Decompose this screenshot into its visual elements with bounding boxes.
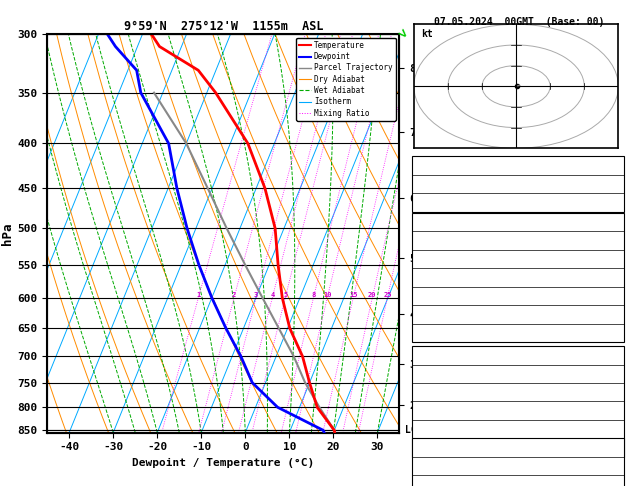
Text: 885: 885 (603, 369, 621, 379)
Text: 1: 1 (615, 406, 621, 416)
Text: 20: 20 (368, 292, 377, 298)
Text: Temp (°C): Temp (°C) (415, 236, 468, 245)
Text: 25: 25 (383, 292, 392, 298)
Text: EH: EH (415, 461, 427, 471)
Text: 2.84: 2.84 (598, 198, 621, 208)
Text: 2: 2 (232, 292, 236, 298)
Legend: Temperature, Dewpoint, Parcel Trajectory, Dry Adiabat, Wet Adiabat, Isotherm, Mi: Temperature, Dewpoint, Parcel Trajectory… (296, 38, 396, 121)
Text: Totals Totals: Totals Totals (415, 179, 491, 189)
Text: 347: 347 (603, 273, 621, 282)
Text: 4: 4 (270, 292, 274, 298)
Title: 9°59'N  275°12'W  1155m  ASL: 9°59'N 275°12'W 1155m ASL (123, 20, 323, 33)
Text: 15: 15 (349, 292, 357, 298)
Text: Most Unstable: Most Unstable (480, 350, 556, 360)
Text: 20.3: 20.3 (598, 236, 621, 245)
X-axis label: Dewpoint / Temperature (°C): Dewpoint / Temperature (°C) (132, 458, 314, 468)
Text: 4: 4 (615, 461, 621, 471)
Text: 1: 1 (196, 292, 201, 298)
Text: CAPE (J): CAPE (J) (415, 424, 462, 434)
Text: 40: 40 (609, 179, 621, 189)
Text: Hodograph: Hodograph (491, 443, 545, 452)
Text: © weatheronline.co.uk: © weatheronline.co.uk (465, 472, 569, 481)
Text: Lifted Index: Lifted Index (415, 291, 486, 301)
Text: SREH: SREH (415, 480, 438, 486)
Text: 1: 1 (615, 291, 621, 301)
Text: 347: 347 (603, 387, 621, 397)
Y-axis label: hPa: hPa (1, 222, 14, 244)
Text: CIN (J): CIN (J) (415, 443, 456, 452)
Text: 10: 10 (323, 292, 331, 298)
Text: 0: 0 (615, 328, 621, 338)
Text: LCL: LCL (399, 425, 423, 435)
Text: 3: 3 (254, 292, 259, 298)
Text: 17.9: 17.9 (598, 254, 621, 264)
Text: CAPE (J): CAPE (J) (415, 310, 462, 319)
Text: 0: 0 (615, 443, 621, 452)
Text: 5: 5 (283, 292, 287, 298)
Text: 0: 0 (615, 424, 621, 434)
Text: 4: 4 (615, 480, 621, 486)
Text: θₜ(K): θₜ(K) (415, 273, 445, 282)
Text: CIN (J): CIN (J) (415, 328, 456, 338)
Text: 0: 0 (615, 310, 621, 319)
Text: PW (cm): PW (cm) (415, 198, 456, 208)
Text: >: > (393, 26, 409, 42)
Text: 8: 8 (311, 292, 316, 298)
Text: 31: 31 (609, 161, 621, 171)
Text: Lifted Index: Lifted Index (415, 406, 486, 416)
Text: kt: kt (421, 29, 433, 39)
Text: 07.05.2024  00GMT  (Base: 00): 07.05.2024 00GMT (Base: 00) (434, 17, 604, 27)
Text: Pressure (mb): Pressure (mb) (415, 369, 491, 379)
Text: Dewp (°C): Dewp (°C) (415, 254, 468, 264)
Text: Mixing Ratio (g/kg): Mixing Ratio (g/kg) (518, 182, 527, 284)
Text: θₜ (K): θₜ (K) (415, 387, 450, 397)
Text: K: K (415, 161, 421, 171)
Text: Surface: Surface (498, 217, 538, 227)
Y-axis label: km
ASL: km ASL (418, 212, 436, 233)
